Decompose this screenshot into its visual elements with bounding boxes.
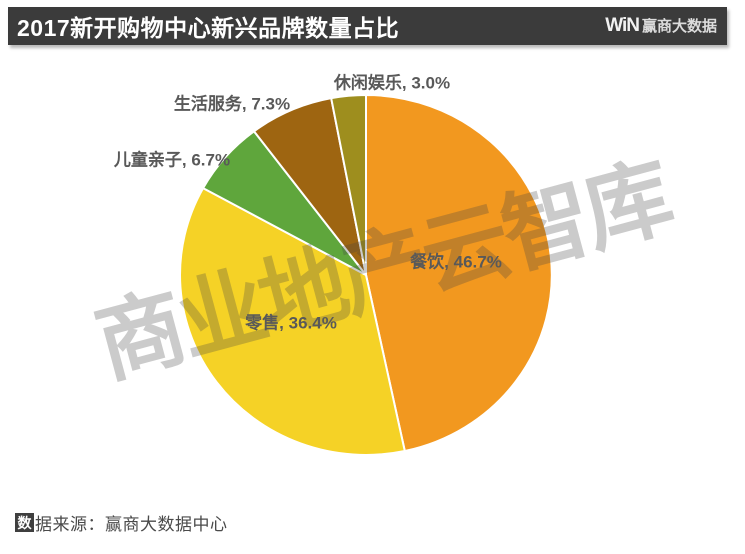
win-logo-text: 赢商大数据 [641,18,717,35]
win-logo-mark: WiN [605,15,640,36]
slice-label-dining: 餐饮, 46.7% [410,252,502,272]
data-source-text: 据来源：赢商大数据中心 [35,515,228,534]
chart-title: 2017新开购物中心新兴品牌数量占比 [17,15,400,41]
data-source: 数 据来源：赢商大数据中心 [15,510,228,535]
data-source-icon: 数 [15,513,34,532]
slice-label-kids-family: 儿童亲子, 6.7% [113,150,231,170]
slice-label-life-services: 生活服务, 7.3% [173,94,291,114]
pie-slice-retail [179,187,406,456]
slice-label-retail: 零售, 36.4% [245,313,337,333]
slice-label-leisure-entertainment: 休闲娱乐, 3.0% [333,73,451,93]
winshang-logo: WiN 赢商大数据 [605,15,717,37]
pie-slice-dining [365,94,553,452]
pie-slice-leisure-entertainment [330,94,367,276]
header-bar: 2017新开购物中心新兴品牌数量占比 WiN 赢商大数据 [8,7,727,45]
